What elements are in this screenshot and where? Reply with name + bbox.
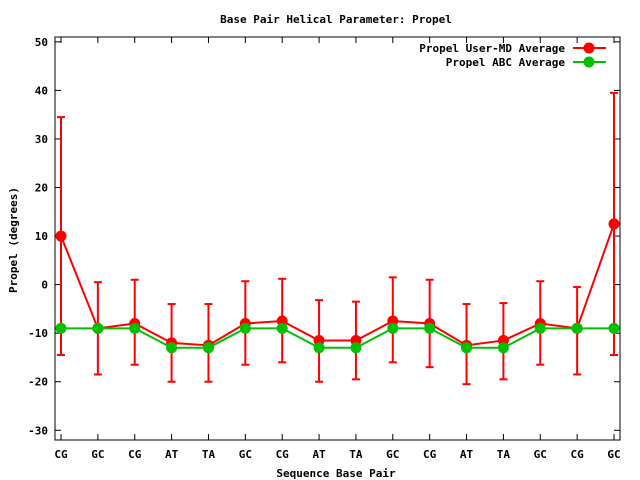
data-point-abc — [571, 322, 583, 334]
x-tick-label: AT — [460, 448, 474, 461]
legend-marker — [583, 56, 595, 68]
x-tick-label: AT — [312, 448, 326, 461]
x-tick-label: GC — [534, 448, 547, 461]
x-tick-label: CG — [571, 448, 585, 461]
y-tick-label: -10 — [28, 327, 48, 340]
plot-frame — [54, 36, 621, 441]
y-tick-label: 10 — [35, 230, 48, 243]
y-tick-label: 20 — [35, 182, 48, 195]
data-point-abc — [424, 322, 436, 334]
legend-label: Propel User-MD Average — [419, 42, 565, 55]
x-tick-label: CG — [423, 448, 437, 461]
x-tick-label: TA — [202, 448, 216, 461]
data-point-abc — [387, 322, 399, 334]
data-point-abc — [350, 342, 362, 354]
y-tick-label: 50 — [35, 36, 48, 49]
x-tick-label: TA — [497, 448, 511, 461]
x-tick-label: TA — [349, 448, 363, 461]
data-point-abc — [166, 342, 178, 354]
data-point-abc — [534, 322, 546, 334]
data-point-abc — [608, 322, 620, 334]
x-tick-label: GC — [386, 448, 399, 461]
y-axis-label: Propel (degrees) — [7, 187, 20, 293]
x-tick-label: CG — [128, 448, 142, 461]
data-point-user-md — [608, 218, 620, 230]
data-point-abc — [92, 322, 104, 334]
x-tick-label: GC — [91, 448, 104, 461]
x-tick-label: GC — [607, 448, 620, 461]
data-point-abc — [497, 342, 509, 354]
chart-title: Base Pair Helical Parameter: Propel — [220, 13, 452, 26]
y-tick-label: -30 — [28, 424, 48, 437]
legend-marker — [583, 42, 595, 54]
y-tick-label: 30 — [35, 133, 48, 146]
data-point-abc — [239, 322, 251, 334]
data-point-abc — [129, 322, 141, 334]
x-tick-label: GC — [239, 448, 252, 461]
series-line-user-md — [60, 223, 615, 347]
x-axis-label: Sequence Base Pair — [276, 467, 396, 480]
data-point-abc — [276, 322, 288, 334]
x-tick-label: AT — [165, 448, 179, 461]
legend-label: Propel ABC Average — [446, 56, 566, 69]
data-point-user-md — [55, 230, 67, 242]
data-point-abc — [313, 342, 325, 354]
y-tick-label: -20 — [28, 376, 48, 389]
y-tick-label: 40 — [35, 84, 48, 97]
y-tick-label: 0 — [41, 279, 48, 292]
data-point-abc — [461, 342, 473, 354]
data-point-abc — [55, 322, 67, 334]
x-tick-label: CG — [276, 448, 290, 461]
data-point-abc — [202, 342, 214, 354]
series-line-abc — [61, 327, 614, 349]
x-tick-label: CG — [54, 448, 68, 461]
